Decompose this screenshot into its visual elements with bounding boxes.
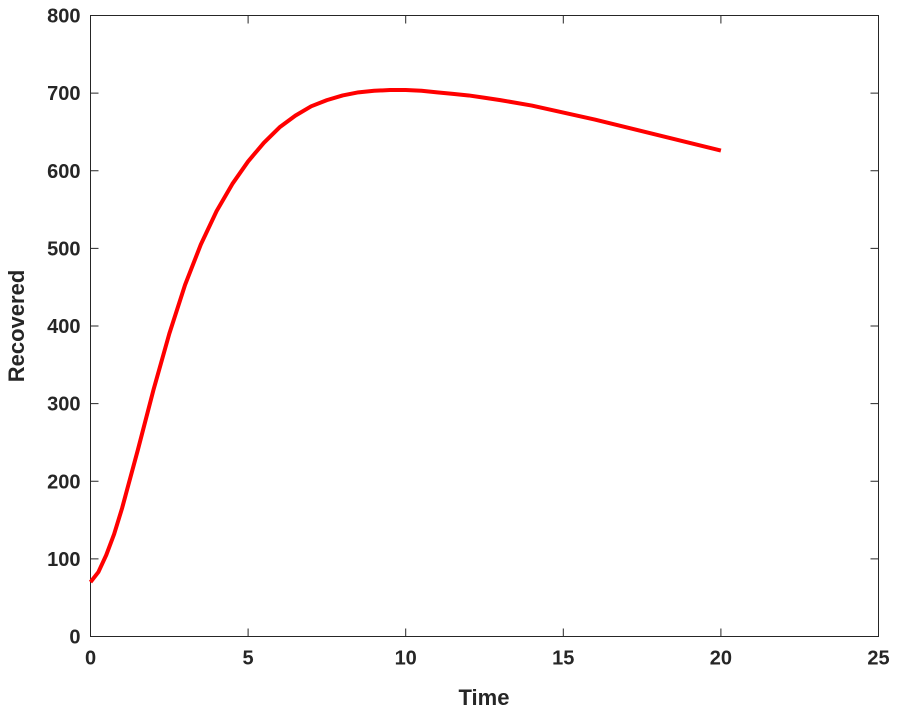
x-tick-label: 0 xyxy=(85,648,96,670)
x-axis-label: Time xyxy=(459,685,510,710)
axis-ticks xyxy=(90,15,879,637)
x-tick-label: 15 xyxy=(552,648,574,670)
y-tick-label: 400 xyxy=(47,316,80,338)
y-axis-label: Recovered xyxy=(4,270,29,383)
y-tick-label: 100 xyxy=(47,549,80,571)
y-tick-label: 300 xyxy=(47,394,80,416)
y-tick-label: 200 xyxy=(47,471,80,493)
x-tick-label: 5 xyxy=(243,648,254,670)
y-tick-labels: 0 100 200 300 400 500 600 700 800 xyxy=(47,6,80,649)
series-layer xyxy=(88,88,722,584)
x-tick-label: 20 xyxy=(710,648,732,670)
y-tick-label: 600 xyxy=(47,161,80,183)
y-tick-label: 700 xyxy=(47,83,80,105)
y-tick-label: 0 xyxy=(69,627,80,649)
series-line xyxy=(88,88,722,584)
y-tick-label: 500 xyxy=(47,238,80,260)
y-tick-label: 800 xyxy=(47,6,80,28)
x-tick-label: 10 xyxy=(395,648,417,670)
plot-frame xyxy=(90,15,879,637)
x-tick-label: 25 xyxy=(867,648,889,670)
x-tick-labels: 0 5 10 15 20 25 xyxy=(85,648,890,670)
